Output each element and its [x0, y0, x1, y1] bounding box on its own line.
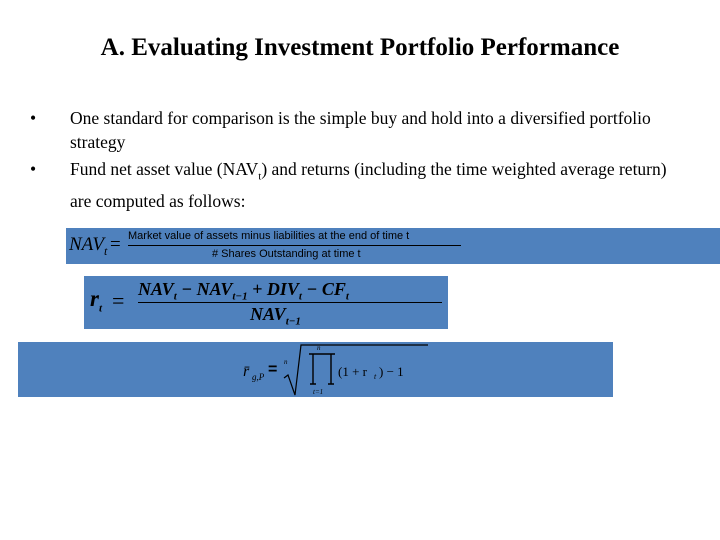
geometric-lhs-symbol: r̄ [243, 363, 250, 380]
nav-equation-lhs: NAVt [69, 234, 107, 259]
bullet-text: One standard for comparison is the simpl… [70, 108, 651, 152]
geometric-body-end: ) − 1 [379, 364, 404, 379]
return-equation-lhs: rt [90, 286, 102, 315]
product-symbol [309, 353, 335, 385]
return-lhs-symbol: r [90, 286, 99, 311]
nav-lhs-symbol: NAV [69, 234, 104, 255]
nav-equation: NAVt = Market value of assets minus liab… [66, 228, 720, 264]
return-lhs-subscript: t [98, 302, 103, 315]
return-equation: rt = NAVt − NAVt−1 + DIVt − CFt NAVt−1 [84, 276, 448, 329]
bullet-text-after: ) and returns (including the time weight… [70, 159, 667, 211]
nav-lhs-subscript: t [103, 243, 108, 258]
return-equals-sign: = [112, 288, 125, 313]
bullet-list: • One standard for comparison is the sim… [30, 106, 680, 216]
geometric-body: (1 + r [338, 364, 368, 379]
geometric-equals-sign: = [268, 361, 277, 378]
geometric-return-equation: r̄ g,P = n n t=1 (1 + r t ) − 1 [18, 342, 613, 397]
bullet-item-nav: • Fund net asset value (NAVt) and return… [30, 157, 680, 213]
product-upper-limit: n [317, 344, 321, 352]
nav-fraction-bar [128, 245, 461, 246]
radical-sign [283, 344, 428, 396]
root-index: n [284, 358, 288, 366]
bullet-marker: • [30, 108, 37, 128]
bullet-marker: • [30, 159, 37, 179]
nav-denominator: # Shares Outstanding at time t [212, 248, 361, 260]
return-numerator: NAVt − NAVt−1 + DIVt − CFt [138, 279, 349, 303]
geometric-body-subscript: t [374, 372, 377, 381]
bullet-item-buy-hold: • One standard for comparison is the sim… [30, 106, 680, 154]
bullet-text-before: Fund net asset value (NAV [70, 159, 259, 179]
nav-equals-sign: = [110, 234, 121, 255]
slide-title: A. Evaluating Investment Portfolio Perfo… [100, 34, 620, 61]
return-denominator: NAVt−1 [250, 304, 301, 328]
nav-numerator: Market value of assets minus liabilities… [128, 230, 410, 242]
return-fraction-bar [138, 302, 442, 303]
product-lower-limit: t=1 [313, 388, 323, 396]
geometric-lhs-subscript: g,P [252, 372, 265, 382]
bullet-subscript: t [258, 170, 262, 183]
geometric-equation-drawing: r̄ g,P = n n t=1 (1 + r t ) − 1 [243, 344, 428, 396]
